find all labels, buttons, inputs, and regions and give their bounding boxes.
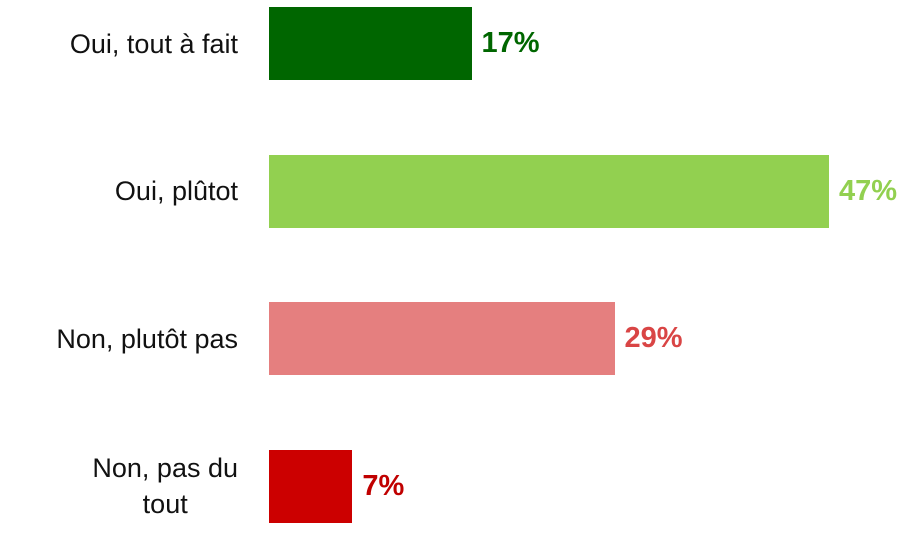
bar xyxy=(269,449,353,523)
bar xyxy=(269,7,472,80)
value-label: 7% xyxy=(362,469,405,502)
value-label: 47% xyxy=(839,174,898,207)
category-label: Non, pas du tout xyxy=(0,430,238,543)
category-label: Oui, plûtot xyxy=(0,135,238,248)
value-label: 17% xyxy=(481,27,540,59)
category-text: Non, pas du tout xyxy=(92,453,238,519)
category-text: Non, plutôt pas xyxy=(56,323,238,354)
bar xyxy=(269,302,615,375)
bar xyxy=(269,154,829,228)
chart: Oui, tout à fait 17% Oui, plûtot 47% Non, pl… xyxy=(0,0,898,523)
value-label: 29% xyxy=(624,322,683,354)
category-text: Oui, tout à fait xyxy=(69,28,238,59)
category-text: Oui, plûtot xyxy=(114,176,238,206)
category-label: Non, plutôt pas xyxy=(0,282,238,395)
category-label: Oui, tout à fait xyxy=(0,0,238,100)
